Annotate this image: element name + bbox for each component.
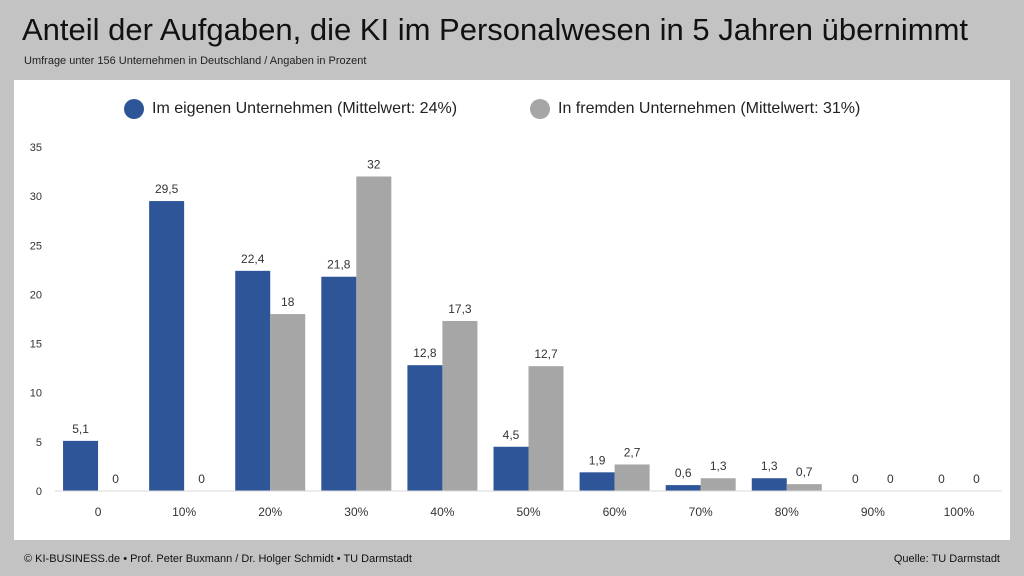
chart-legend: Im eigenen Unternehmen (Mittelwert: 24%)… (0, 98, 1024, 120)
y-tick-label: 15 (30, 339, 42, 351)
data-label-series2: 17,3 (448, 302, 472, 316)
data-label-series1: 1,3 (761, 459, 778, 473)
data-label-series2: 0 (112, 472, 119, 486)
x-tick-label: 40% (430, 505, 454, 519)
bar-series2 (356, 176, 392, 491)
bar-series1 (235, 270, 271, 491)
y-tick-label: 10 (30, 388, 42, 400)
legend-item-series2: In fremden Unternehmen (Mittelwert: 31%) (530, 98, 860, 120)
bar-series1 (579, 472, 615, 491)
legend-marker-series1 (124, 99, 144, 119)
page-title: Anteil der Aufgaben, die KI im Personalw… (22, 12, 969, 47)
bar-series1 (665, 485, 701, 491)
x-tick-label: 0 (95, 505, 102, 519)
data-label-series1: 1,9 (589, 453, 606, 467)
x-tick-label: 60% (603, 505, 627, 519)
data-label-series1: 12,8 (413, 346, 437, 360)
data-label-series1: 0 (852, 472, 859, 486)
y-tick-label: 20 (30, 289, 42, 301)
y-tick-label: 5 (36, 437, 42, 449)
bar-series2 (528, 366, 564, 491)
bar-series2 (700, 478, 736, 491)
x-tick-label: 100% (944, 505, 975, 519)
bar-series2 (270, 314, 306, 491)
y-tick-label: 30 (30, 191, 42, 203)
data-label-series2: 0 (973, 472, 980, 486)
bar-series1 (321, 276, 357, 491)
bar-series2 (786, 484, 822, 491)
x-tick-label: 50% (516, 505, 540, 519)
data-label-series1: 0,6 (675, 466, 692, 480)
legend-label-series1: Im eigenen Unternehmen (Mittelwert: 24%) (152, 100, 458, 117)
footer-credits: © KI-BUSINESS.de • Prof. Peter Buxmann /… (24, 553, 412, 565)
data-label-series1: 4,5 (503, 428, 520, 442)
page-subtitle: Umfrage unter 156 Unternehmen in Deutsch… (24, 55, 367, 67)
data-label-series2: 12,7 (534, 347, 558, 361)
data-label-series1: 5,1 (72, 422, 89, 436)
data-label-series2: 32 (367, 157, 381, 171)
data-label-series2: 18 (281, 295, 295, 309)
x-tick-label: 90% (861, 505, 885, 519)
data-label-series2: 1,3 (710, 459, 727, 473)
data-label-series2: 0,7 (796, 465, 813, 479)
bar-series1 (63, 440, 99, 491)
legend-item-series1: Im eigenen Unternehmen (Mittelwert: 24%) (124, 98, 457, 120)
y-tick-label: 25 (30, 240, 42, 252)
x-tick-label: 70% (689, 505, 713, 519)
data-label-series1: 22,4 (241, 252, 265, 266)
data-label-series1: 21,8 (327, 258, 351, 272)
data-label-series2: 0 (887, 472, 894, 486)
data-label-series2: 0 (198, 472, 205, 486)
x-tick-label: 10% (172, 505, 196, 519)
bar-series1 (149, 201, 185, 492)
y-tick-label: 35 (30, 142, 42, 154)
legend-label-series2: In fremden Unternehmen (Mittelwert: 31%) (558, 100, 861, 117)
bar-series2 (614, 464, 650, 491)
x-tick-label: 20% (258, 505, 282, 519)
bar-series1 (407, 365, 443, 491)
bar-series1 (751, 478, 787, 491)
data-label-series2: 2,7 (624, 445, 641, 459)
y-tick-label: 0 (36, 486, 42, 498)
data-label-series1: 29,5 (155, 182, 179, 196)
x-tick-label: 80% (775, 505, 799, 519)
data-label-series1: 0 (938, 472, 945, 486)
bar-series2 (442, 320, 478, 491)
bar-series1 (493, 446, 529, 491)
x-tick-label: 30% (344, 505, 368, 519)
footer-source: Quelle: TU Darmstadt (893, 553, 1000, 565)
legend-marker-series2 (530, 99, 550, 119)
